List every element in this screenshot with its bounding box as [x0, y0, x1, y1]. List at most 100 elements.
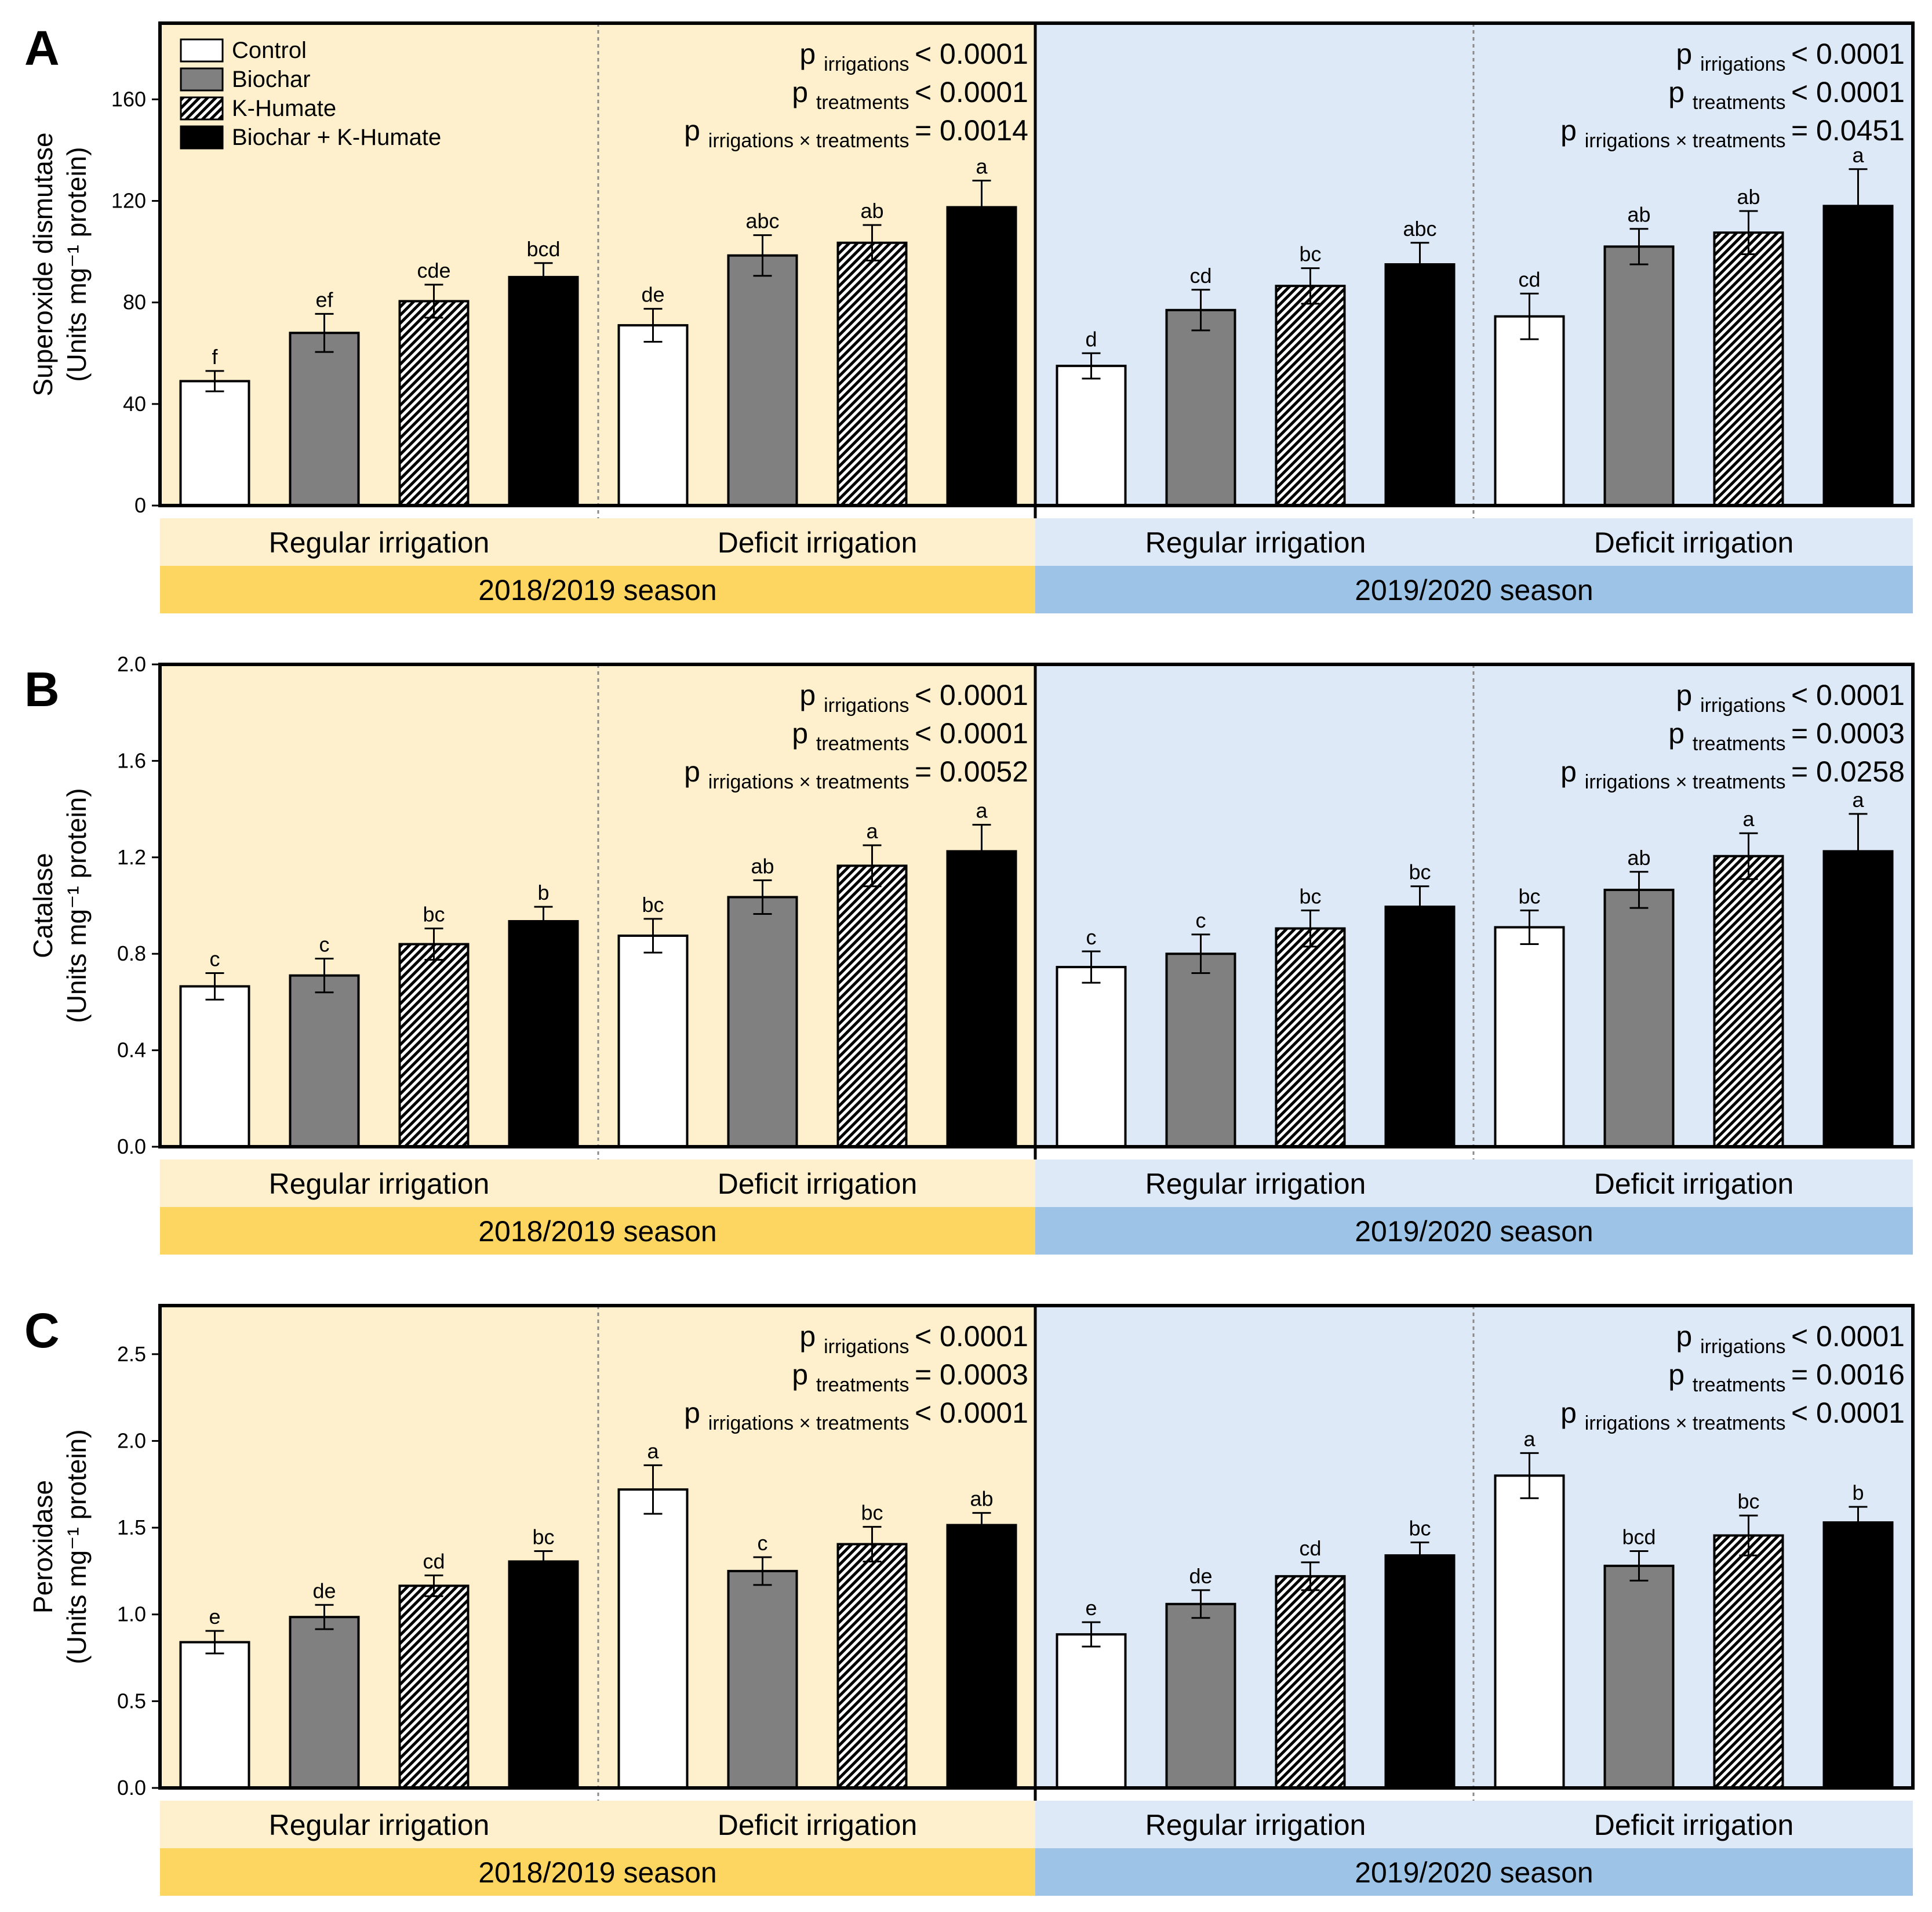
season-strip-1	[160, 1848, 1035, 1896]
bar	[1056, 1633, 1127, 1790]
p-value-line: p irrigations × treatments = 0.0014	[684, 114, 1028, 152]
irrigation-label: Deficit irrigation	[718, 526, 918, 559]
significance-letter: a	[976, 799, 988, 823]
significance-letter: bc	[642, 893, 664, 917]
irrigation-strip-season1	[160, 518, 1035, 566]
irrigation-strip-season2	[1035, 518, 1913, 566]
y-tick-label: 1.6	[117, 748, 146, 772]
irrigation-label: Regular irrigation	[269, 526, 490, 559]
p-symbol: p	[792, 76, 816, 108]
significance-letter: b	[1852, 1481, 1864, 1504]
significance-letter: ef	[315, 288, 333, 311]
bar	[1822, 1521, 1894, 1790]
legend-label: Biochar + K-Humate	[232, 125, 441, 150]
irrigation-strip-season2	[1035, 1801, 1913, 1848]
p-subscript: irrigations × treatments	[1585, 771, 1791, 793]
season-strip-2	[1035, 566, 1913, 613]
y-tick-label: 160	[111, 87, 146, 111]
panel-label-c: C	[24, 1303, 60, 1358]
p-symbol: p	[799, 38, 824, 70]
irrigation-label: Deficit irrigation	[718, 1168, 918, 1200]
p-subscript: irrigations × treatments	[1585, 1412, 1791, 1434]
significance-letter: a	[1852, 143, 1864, 167]
y-axis-label-line1: Superoxide dismutase	[28, 132, 58, 396]
p-value-line: p irrigations × treatments = 0.0258	[1560, 755, 1905, 793]
season-strip-1	[160, 566, 1035, 613]
p-value-line: p treatments < 0.0001	[1668, 76, 1905, 114]
p-value: < 0.0001	[915, 76, 1028, 108]
bar	[617, 935, 689, 1148]
y-tick-label: 2.0	[117, 652, 146, 676]
p-value-line: p irrigations × treatments < 0.0001	[1560, 1397, 1905, 1434]
significance-letter: de	[312, 1579, 336, 1602]
bar	[508, 275, 579, 507]
p-subscript: irrigations	[1700, 1336, 1791, 1358]
significance-letter: c	[210, 947, 220, 970]
p-subscript: irrigations × treatments	[708, 771, 915, 793]
y-axis-label: Peroxidase (Units mg⁻¹ protein)	[28, 1429, 92, 1664]
significance-letter: ab	[751, 854, 774, 878]
p-value-line: p treatments = 0.0003	[1668, 717, 1905, 755]
significance-letter: bc	[1409, 1517, 1431, 1540]
y-axis-label-line2: (Units mg⁻¹ protein)	[61, 1429, 92, 1664]
irrigation-label: Deficit irrigation	[718, 1809, 918, 1841]
bar	[1384, 1554, 1456, 1790]
irrigation-label: Regular irrigation	[1145, 1809, 1366, 1841]
bar	[1822, 205, 1894, 507]
y-tick-label: 2.0	[117, 1428, 146, 1452]
significance-letter: c	[1086, 925, 1097, 949]
significance-letter: bc	[1518, 884, 1540, 908]
significance-letter: cde	[417, 259, 450, 282]
bar	[836, 864, 908, 1148]
significance-letter: ab	[1627, 203, 1650, 227]
bar	[1165, 1602, 1236, 1790]
bar	[289, 332, 360, 507]
y-axis-label: Catalase (Units mg⁻¹ protein)	[28, 788, 92, 1023]
y-tick-label: 0.0	[117, 1776, 146, 1800]
y-axis-label-line1: Peroxidase	[28, 1480, 58, 1613]
p-value-line: p irrigations < 0.0001	[799, 1320, 1028, 1358]
p-value: = 0.0052	[915, 755, 1028, 788]
significance-letter: e	[1085, 1596, 1097, 1620]
p-symbol: p	[1668, 76, 1693, 108]
bar	[1713, 855, 1784, 1148]
significance-letter: a	[1523, 1427, 1536, 1451]
p-symbol: p	[792, 717, 816, 750]
significance-letter: bc	[861, 1501, 883, 1525]
p-value-line: p irrigations × treatments = 0.0052	[684, 755, 1028, 793]
p-symbol: p	[1676, 38, 1700, 70]
bar	[727, 1569, 798, 1789]
bar	[1165, 953, 1236, 1148]
significance-letter: abc	[745, 209, 779, 233]
irrigation-label: Regular irrigation	[269, 1168, 490, 1200]
p-value: = 0.0003	[915, 1358, 1028, 1391]
bar	[727, 254, 798, 507]
p-value-line: p irrigations < 0.0001	[1676, 679, 1905, 717]
bar	[1056, 966, 1127, 1148]
p-value: < 0.0001	[915, 1320, 1028, 1353]
bar	[1713, 231, 1784, 507]
irrigation-label: Deficit irrigation	[1594, 1809, 1794, 1841]
significance-letter: bcd	[1622, 1525, 1656, 1548]
bar	[1275, 285, 1346, 507]
significance-letter: bc	[532, 1525, 554, 1548]
season-strip-1	[160, 1207, 1035, 1255]
legend-label: Control	[232, 38, 307, 63]
bar	[1603, 1564, 1675, 1790]
bar	[1494, 315, 1565, 507]
irrigation-label: Regular irrigation	[269, 1809, 490, 1841]
p-subscript: irrigations × treatments	[1585, 130, 1791, 152]
p-subscript: treatments	[816, 92, 915, 114]
p-value-line: p treatments < 0.0001	[792, 717, 1028, 755]
p-value: < 0.0001	[1791, 679, 1905, 711]
p-value: = 0.0016	[1791, 1358, 1905, 1391]
significance-letter: b	[537, 881, 549, 904]
bar	[617, 1488, 689, 1789]
season-label-1: 2018/2019 season	[478, 1856, 716, 1889]
season-label-2: 2019/2020 season	[1355, 574, 1593, 606]
p-value-line: p irrigations < 0.0001	[799, 679, 1028, 717]
significance-letter: f	[212, 345, 218, 369]
y-tick-label: 0.0	[117, 1135, 146, 1158]
p-subscript: treatments	[816, 733, 915, 755]
p-value: < 0.0001	[915, 1397, 1028, 1429]
